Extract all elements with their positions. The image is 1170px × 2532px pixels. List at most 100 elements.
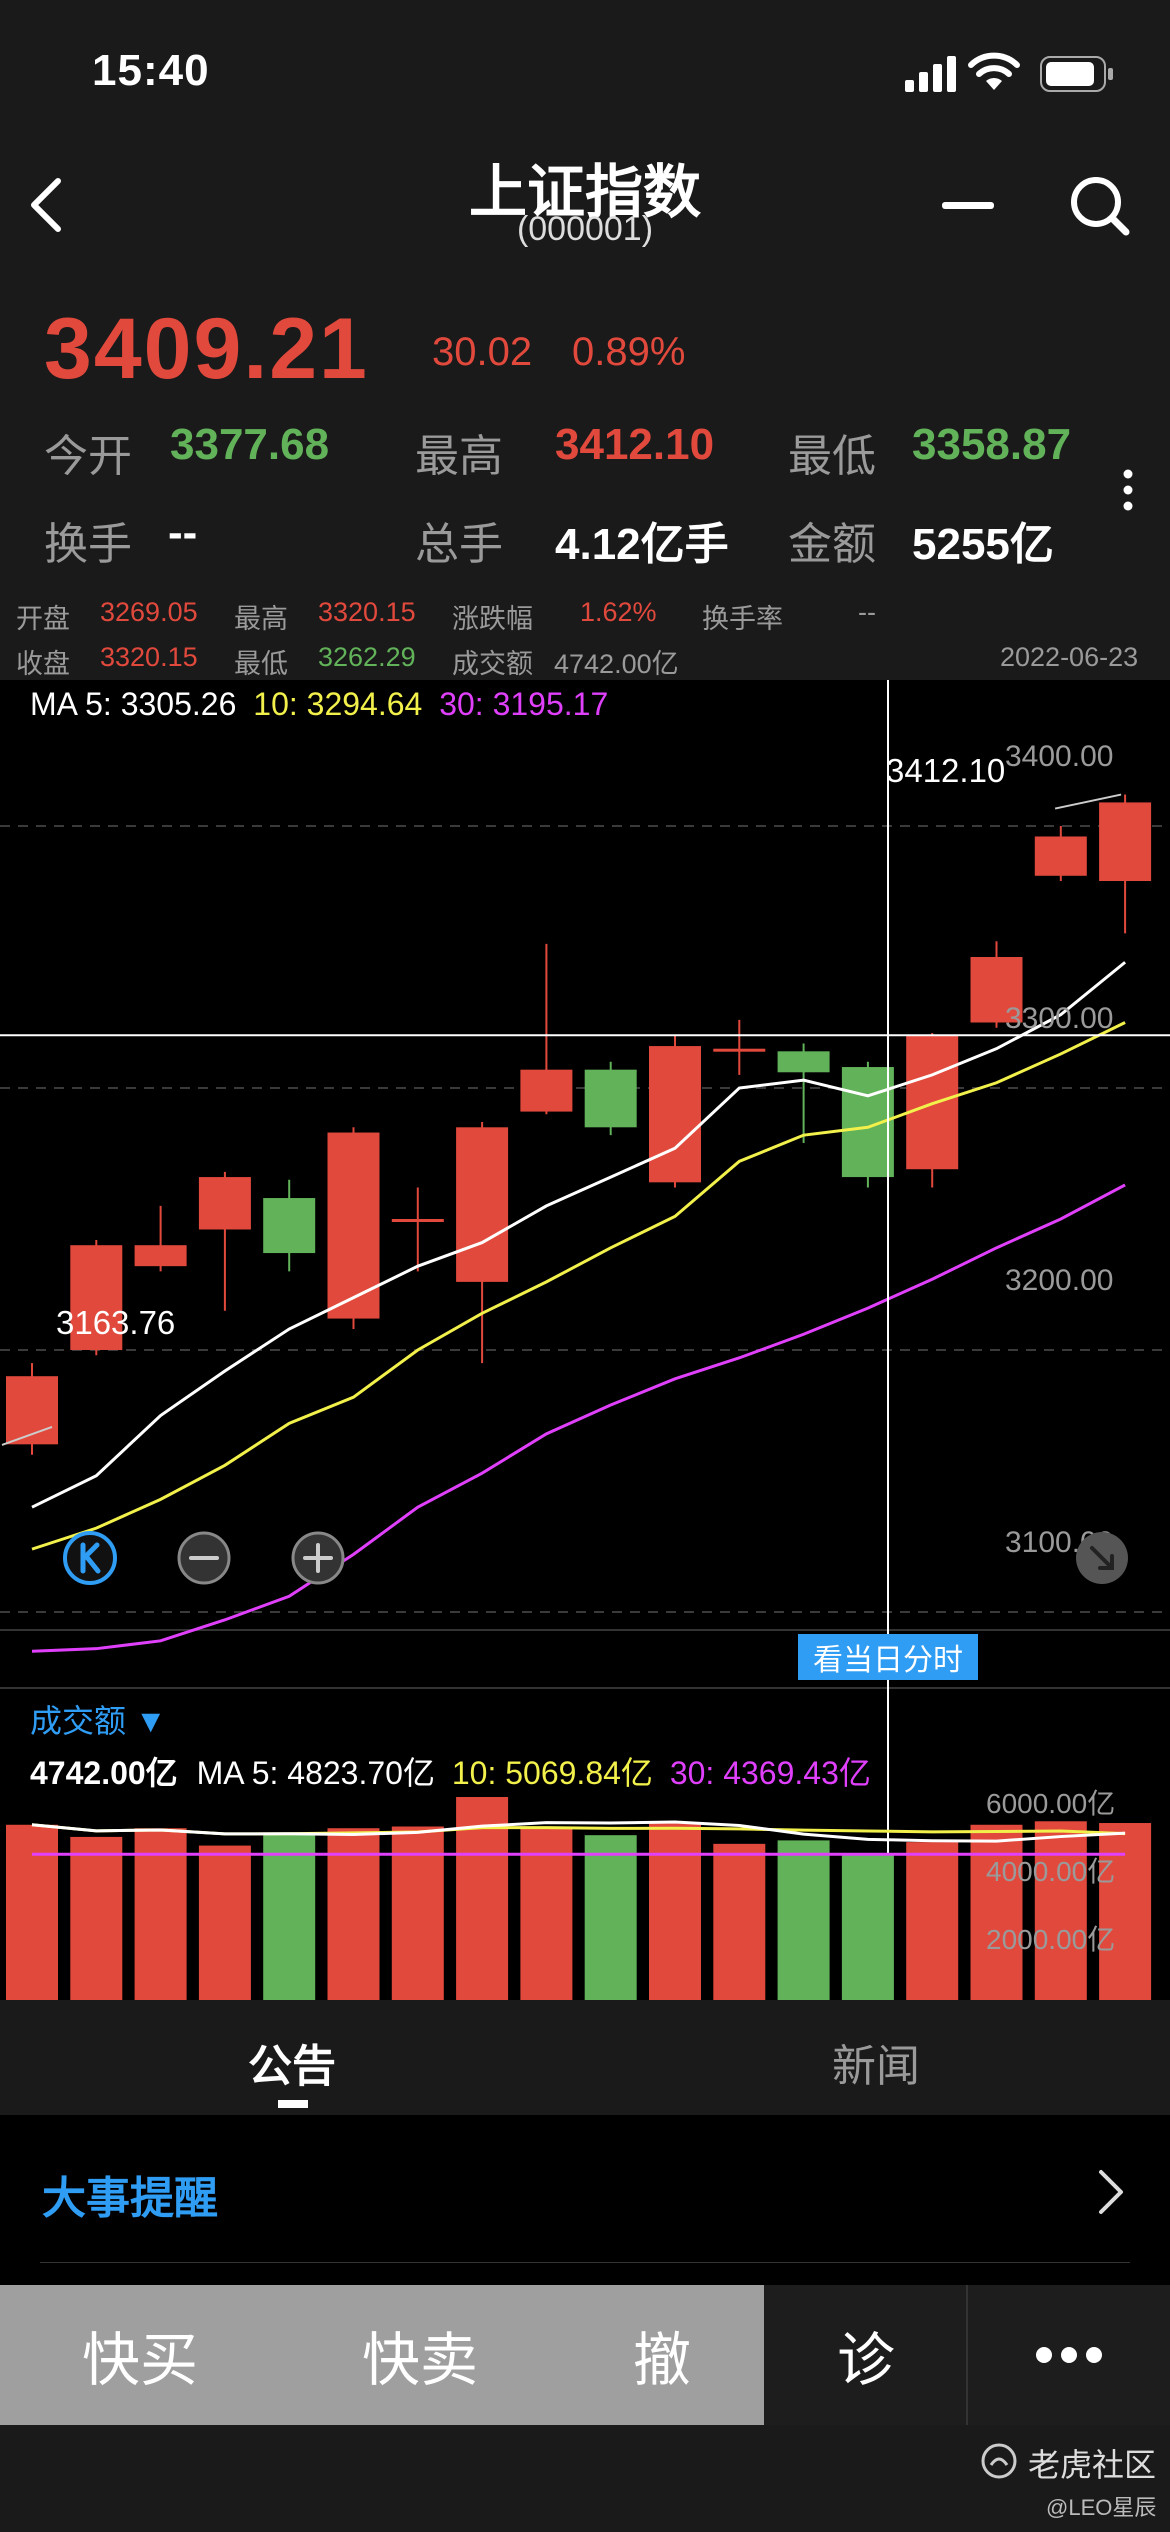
- volume-ma30: 30: 4369.43亿: [669, 1755, 871, 1791]
- info-open-label: 开盘: [16, 604, 70, 634]
- candle-body: [1034, 836, 1087, 876]
- ma-legend: MA 5: 3305.26 10: 3294.64 30: 3195.17: [30, 686, 608, 723]
- more-menu-button[interactable]: [968, 2285, 1170, 2425]
- ma10-legend: 10: 3294.64: [253, 686, 423, 722]
- high-value: 3412.10: [555, 420, 715, 469]
- minus-icon[interactable]: [940, 196, 996, 216]
- candle-body: [70, 1245, 123, 1350]
- info-low-value: 3262.29: [318, 642, 416, 672]
- amount-label: 金额: [788, 520, 876, 569]
- low-value: 3358.87: [912, 420, 1072, 469]
- more-horizontal-icon: [1036, 2347, 1102, 2363]
- chevron-right-icon[interactable]: [1096, 2168, 1126, 2216]
- volume-bar: [6, 1824, 58, 2000]
- candle-body: [327, 1132, 380, 1319]
- candle-body: [1099, 802, 1152, 882]
- candlestick-chart[interactable]: [0, 680, 1170, 2000]
- quick-sell-button[interactable]: 快卖: [280, 2285, 560, 2425]
- open-value: 3377.68: [170, 420, 330, 469]
- volume-tick-4000: 4000.00亿: [986, 1856, 1116, 1887]
- back-icon[interactable]: [26, 175, 66, 235]
- info-turnover-value: --: [858, 597, 876, 627]
- volume-tick-2000: 2000.00亿: [986, 1924, 1116, 1955]
- footer: [0, 2425, 1170, 2532]
- more-vertical-icon[interactable]: [1118, 468, 1138, 512]
- zoom-out-icon[interactable]: [176, 1530, 232, 1586]
- trade-bar: 快买 快卖 撤 诊: [0, 2285, 1170, 2425]
- tiger-logo-icon: [981, 2443, 1017, 2479]
- cancel-order-button[interactable]: 撤: [560, 2285, 764, 2425]
- status-bar: 15:40: [0, 0, 1170, 140]
- volume-bar: [584, 1835, 637, 2000]
- volume-bar: [134, 1828, 187, 2000]
- candle-body: [520, 1069, 573, 1112]
- stock-code: (000001): [516, 210, 654, 248]
- info-open-value: 3269.05: [100, 597, 198, 627]
- intraday-button[interactable]: 看当日分时: [798, 1634, 978, 1680]
- volume-bar: [327, 1828, 380, 2000]
- events-section[interactable]: [0, 2115, 1170, 2285]
- divider: [40, 2262, 1130, 2263]
- volume-tick-6000: 6000.00亿: [986, 1788, 1116, 1819]
- chart-area[interactable]: [0, 680, 1170, 2000]
- info-amount-value: 4742.00亿: [554, 649, 679, 679]
- info-pct-label: 涨跌幅: [452, 604, 533, 634]
- events-title[interactable]: 大事提醒: [42, 2174, 218, 2223]
- low-label: 最低: [788, 432, 876, 481]
- volume-selector[interactable]: 成交额 ▼: [30, 1703, 167, 1739]
- ma30-legend: 30: 3195.17: [439, 686, 609, 722]
- candle-body: [970, 957, 1023, 1023]
- tab-bar: [0, 2000, 1170, 2115]
- candle-body: [134, 1245, 187, 1267]
- candle-body: [777, 1051, 830, 1073]
- price-change-pct: 0.89%: [572, 330, 686, 374]
- info-turnover-label: 换手率: [702, 604, 783, 634]
- divider: [966, 2285, 968, 2425]
- tab-news[interactable]: 新闻: [832, 2042, 920, 2091]
- volume-bar: [777, 1840, 830, 2000]
- volume-ma5-line: [31, 1820, 1126, 1843]
- turnover-label: 换手: [44, 520, 132, 569]
- search-icon[interactable]: [1068, 174, 1132, 238]
- volume-bar: [520, 1828, 573, 2000]
- candle-body: [649, 1046, 701, 1183]
- page-title: 上证指数: [468, 160, 701, 225]
- quick-buy-button[interactable]: 快买: [0, 2285, 280, 2425]
- volume-bar: [906, 1842, 959, 2000]
- status-time: 15:40: [92, 46, 210, 95]
- volume-bar: [841, 1854, 894, 2000]
- volume-bar: [198, 1845, 251, 2000]
- tab-indicator: [278, 2100, 308, 2108]
- battery-icon: [1040, 56, 1113, 92]
- ma5-line: [31, 961, 1127, 1509]
- total-volume-value: 4.12亿手: [555, 520, 729, 569]
- volume-ma-label: MA: [196, 1755, 243, 1791]
- candle-body: [713, 1048, 766, 1052]
- ma10-line: [31, 1021, 1126, 1551]
- volume-ma10: 10: 5069.84亿: [451, 1755, 653, 1791]
- turnover-value: --: [168, 508, 198, 557]
- volume-bar: [1034, 1821, 1087, 2000]
- k-line-toggle-icon[interactable]: [62, 1530, 118, 1586]
- volume-current: 4742.00亿: [30, 1755, 178, 1791]
- footer-user: @LEO星辰: [1046, 2495, 1157, 2520]
- expand-icon[interactable]: [1074, 1530, 1130, 1586]
- ma30-line: [31, 1183, 1126, 1653]
- info-close-label: 收盘: [16, 649, 70, 679]
- y-tick-3300: 3300.00: [1005, 1002, 1114, 1035]
- volume-bar: [263, 1833, 316, 2000]
- high-marker-label: 3412.10: [886, 752, 1006, 789]
- tab-notice[interactable]: 公告: [248, 2042, 336, 2091]
- diagnose-button[interactable]: 诊: [764, 2285, 968, 2425]
- info-high-label: 最高: [234, 604, 288, 634]
- info-close-value: 3320.15: [100, 642, 198, 672]
- ma5-legend: 5: 3305.26: [85, 686, 237, 722]
- zoom-in-icon[interactable]: [290, 1530, 346, 1586]
- candle-body: [198, 1177, 251, 1230]
- price-change: 30.02: [432, 330, 533, 374]
- info-low-label: 最低: [234, 649, 288, 679]
- footer-brand: 老虎社区: [1028, 2447, 1157, 2483]
- volume-legend: 4742.00亿 MA 5: 4823.70亿 10: 5069.84亿 30:…: [30, 1748, 871, 1794]
- volume-bar: [391, 1826, 444, 2000]
- candle-body: [263, 1198, 316, 1254]
